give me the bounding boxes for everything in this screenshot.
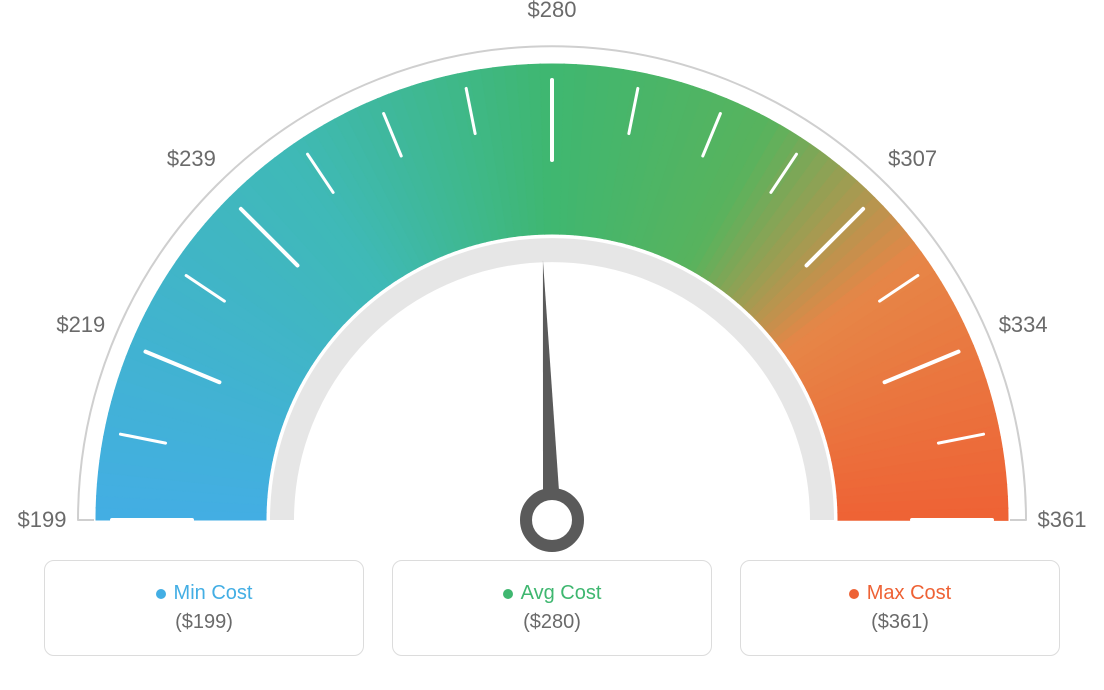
legend-max-label: Max Cost bbox=[867, 582, 951, 605]
gauge-tick-label: $199 bbox=[18, 507, 67, 533]
gauge-chart: $199 $219 $239 $280 $307 $334 $361 bbox=[0, 0, 1104, 560]
legend-avg-label: Avg Cost bbox=[521, 582, 602, 605]
legend-min-top: Min Cost bbox=[156, 582, 253, 605]
gauge-tick-label: $334 bbox=[999, 312, 1048, 338]
legend-avg-top: Avg Cost bbox=[503, 582, 602, 605]
legend-card-min: Min Cost ($199) bbox=[44, 560, 364, 656]
gauge-tick-label: $219 bbox=[56, 312, 105, 338]
legend-min-value: ($199) bbox=[175, 611, 233, 634]
legend-max-top: Max Cost bbox=[849, 582, 951, 605]
gauge-tick-label: $361 bbox=[1038, 507, 1087, 533]
dot-icon-avg bbox=[503, 589, 513, 599]
legend-card-max: Max Cost ($361) bbox=[740, 560, 1060, 656]
gauge-svg bbox=[0, 0, 1104, 560]
legend-card-avg: Avg Cost ($280) bbox=[392, 560, 712, 656]
legend-avg-value: ($280) bbox=[523, 611, 581, 634]
legend-min-label: Min Cost bbox=[174, 582, 253, 605]
gauge-tick-label: $280 bbox=[528, 0, 577, 23]
dot-icon-min bbox=[156, 589, 166, 599]
dot-icon-max bbox=[849, 589, 859, 599]
legend-max-value: ($361) bbox=[871, 611, 929, 634]
gauge-tick-label: $239 bbox=[167, 146, 216, 172]
legend-row: Min Cost ($199) Avg Cost ($280) Max Cost… bbox=[0, 560, 1104, 676]
gauge-tick-label: $307 bbox=[888, 146, 937, 172]
